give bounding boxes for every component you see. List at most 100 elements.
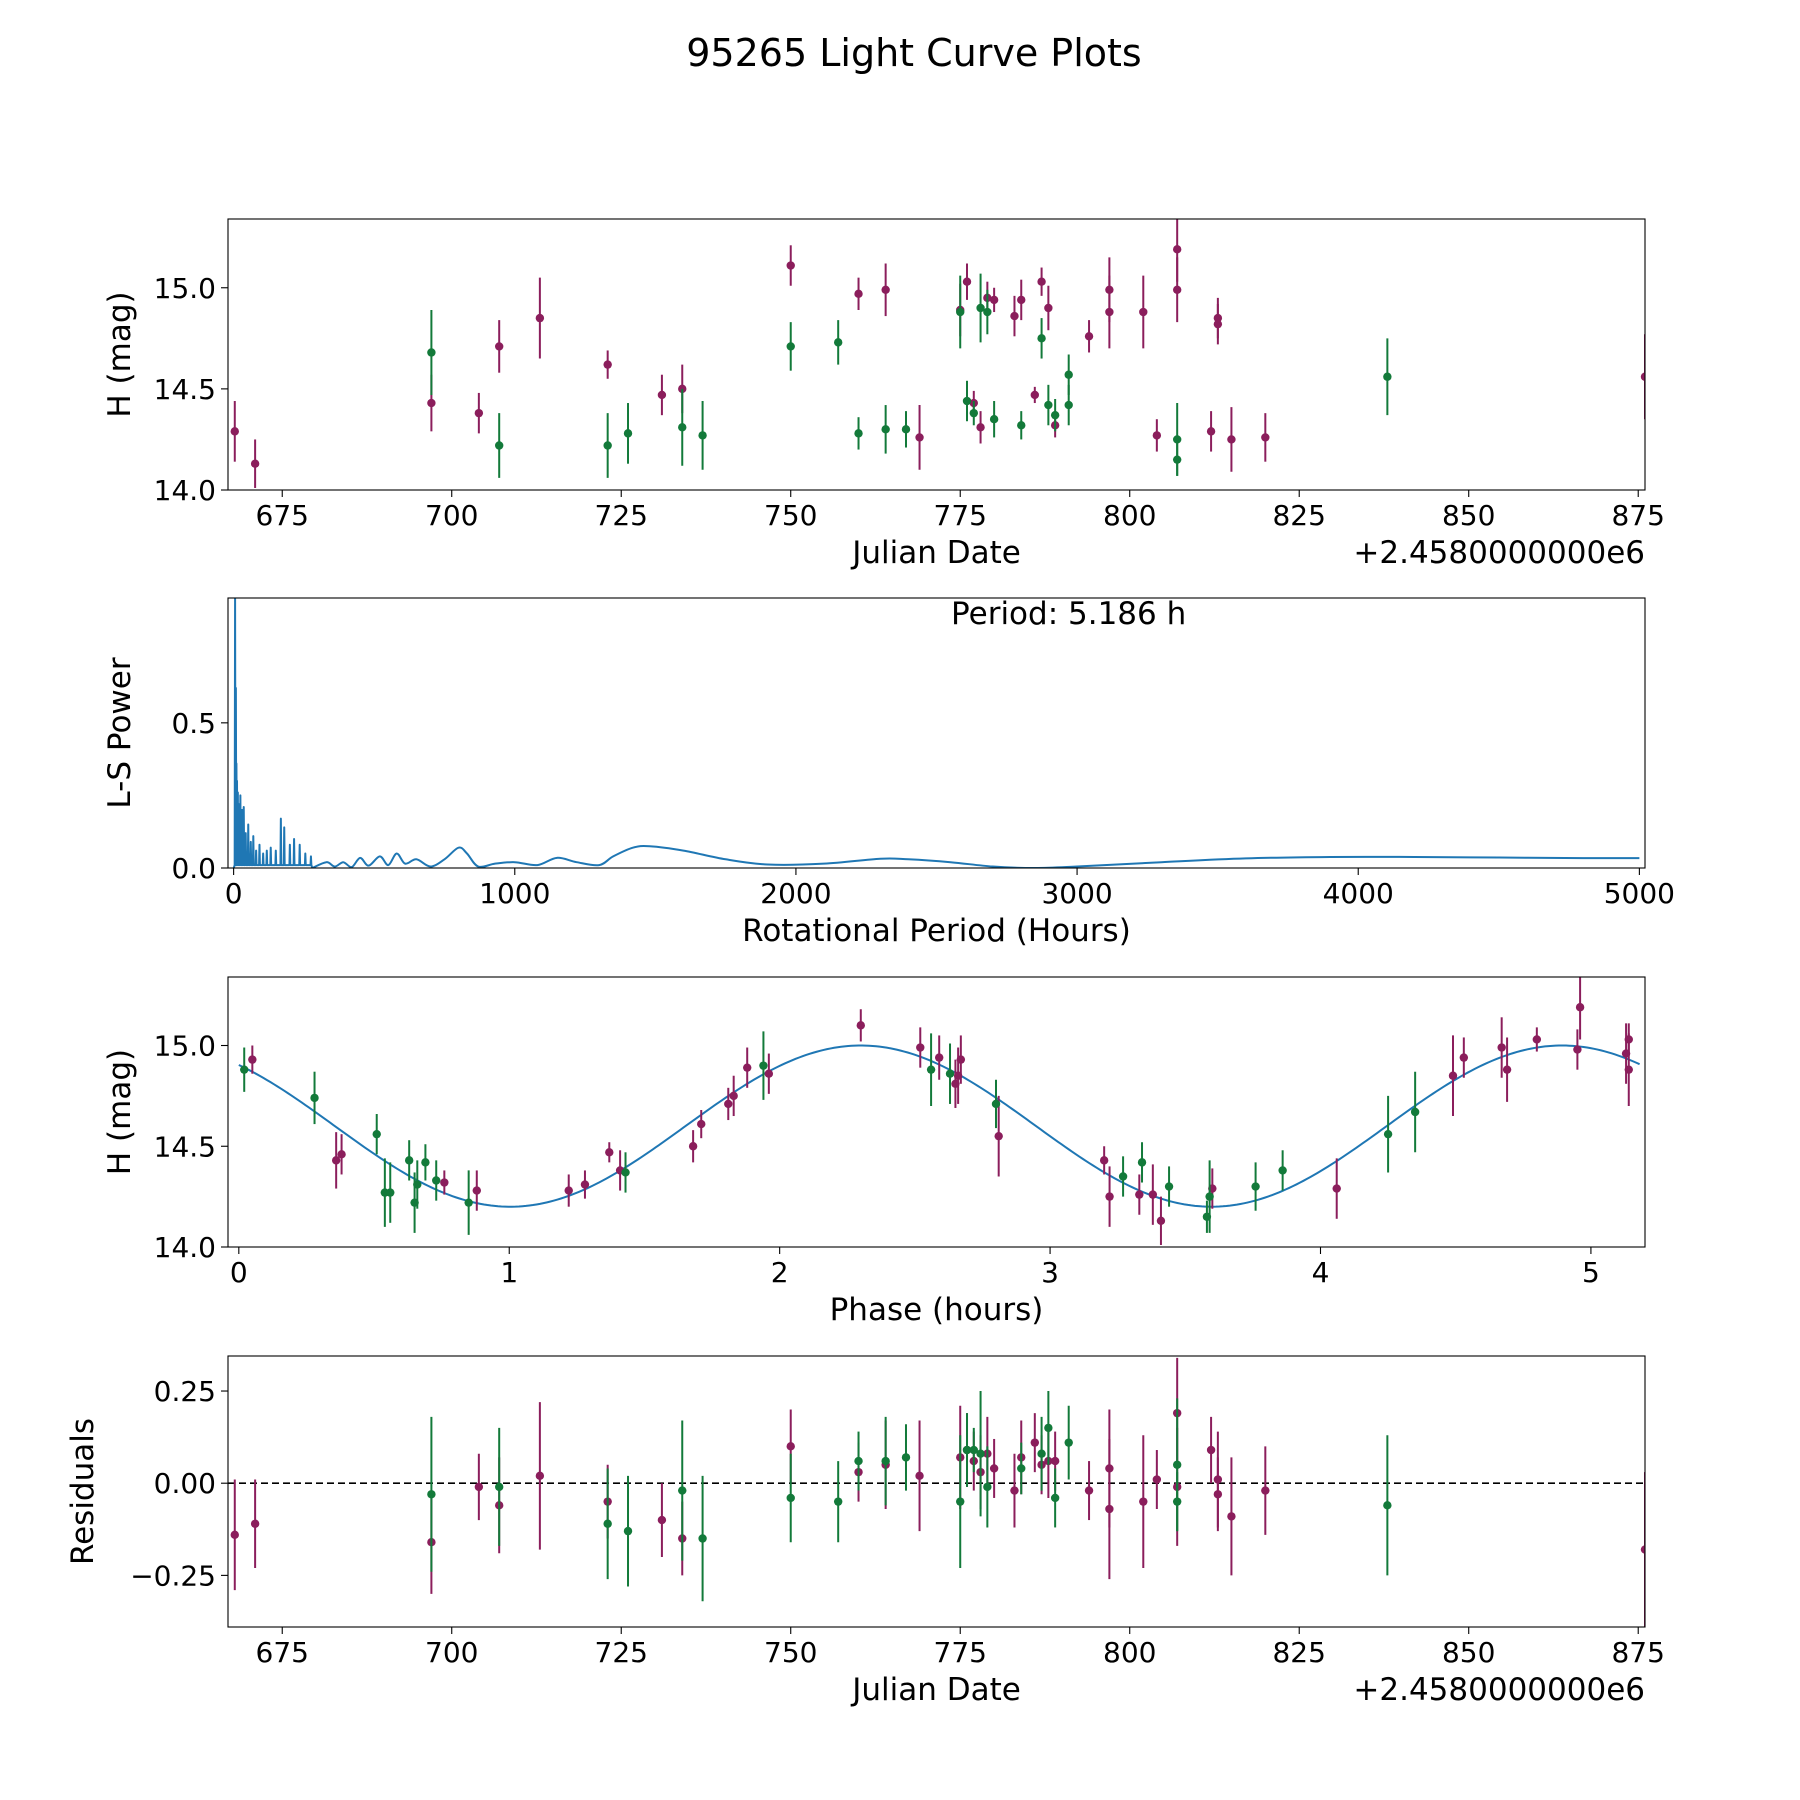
marker bbox=[1152, 431, 1162, 440]
x-tick-label: 4000 bbox=[1323, 877, 1394, 910]
marker bbox=[916, 1043, 925, 1052]
x-tick-label: 800 bbox=[1103, 499, 1156, 532]
data-point bbox=[1172, 1472, 1182, 1532]
data-point bbox=[1152, 1450, 1162, 1510]
marker bbox=[1010, 1486, 1019, 1495]
marker bbox=[240, 1065, 249, 1074]
data-point bbox=[1164, 1166, 1174, 1207]
marker bbox=[1044, 1423, 1053, 1433]
marker bbox=[1099, 1156, 1109, 1165]
marker bbox=[535, 1471, 545, 1481]
marker bbox=[678, 384, 687, 394]
data-point bbox=[1044, 285, 1053, 331]
y-tick-label: 15.0 bbox=[154, 1030, 216, 1063]
marker bbox=[248, 1055, 257, 1064]
marker bbox=[1261, 433, 1270, 442]
period-annotation: Period: 5.186 h bbox=[951, 596, 1186, 632]
data-point bbox=[1010, 1453, 1019, 1528]
x-tick-label: 875 bbox=[1611, 499, 1664, 532]
marker bbox=[724, 1099, 733, 1109]
data-point bbox=[1139, 275, 1148, 349]
marker bbox=[976, 303, 985, 313]
data-point bbox=[969, 401, 978, 426]
marker bbox=[962, 396, 972, 406]
marker bbox=[1261, 1486, 1270, 1495]
data-point bbox=[969, 1427, 978, 1473]
marker bbox=[1383, 1129, 1393, 1139]
x-tick-label: 850 bbox=[1442, 1636, 1495, 1669]
data-point bbox=[603, 413, 612, 478]
phased-curve-panel: 0 1 2 3 4 5 14.0 14.5 15.0 Phase (hours) H (mag) bbox=[102, 976, 1646, 1328]
data-point bbox=[386, 1162, 395, 1223]
y-tick-label: 15.0 bbox=[154, 272, 216, 305]
data-point bbox=[623, 1475, 633, 1587]
marker bbox=[1084, 1486, 1094, 1495]
x-tick-label: 5 bbox=[1582, 1256, 1600, 1289]
x-tick-label: 675 bbox=[256, 1636, 309, 1669]
y-axis-label: H (mag) bbox=[102, 291, 138, 417]
data-point bbox=[915, 405, 924, 470]
data-point bbox=[250, 439, 260, 488]
axes-frame bbox=[227, 976, 1646, 1248]
data-point bbox=[331, 1132, 341, 1189]
data-point bbox=[1383, 338, 1392, 416]
marker bbox=[881, 425, 890, 434]
marker bbox=[1030, 1438, 1040, 1447]
x-tick-label: 3000 bbox=[1041, 877, 1112, 910]
marker bbox=[1502, 1065, 1512, 1074]
marker bbox=[881, 285, 890, 294]
marker bbox=[427, 1490, 436, 1499]
series-filter-b bbox=[427, 273, 1392, 478]
data-point bbox=[1448, 1035, 1458, 1117]
x-axis-label: Rotational Period (Hours) bbox=[742, 913, 1131, 949]
data-point bbox=[1037, 267, 1046, 296]
data-point bbox=[1044, 384, 1053, 426]
data-point bbox=[854, 1431, 863, 1491]
marker bbox=[1332, 1184, 1341, 1193]
x-axis-label: Julian Date bbox=[850, 535, 1021, 571]
x-tick-label: 675 bbox=[256, 499, 309, 532]
y-tick-label: −0.25 bbox=[130, 1559, 216, 1592]
marker bbox=[1044, 303, 1053, 313]
data-point bbox=[1640, 1472, 1645, 1627]
marker bbox=[1227, 1512, 1236, 1521]
x-tick-label: 0 bbox=[230, 1256, 248, 1289]
data-point bbox=[1135, 1174, 1144, 1215]
data-point bbox=[240, 1047, 249, 1092]
marker bbox=[854, 289, 863, 299]
marker bbox=[1624, 1065, 1633, 1074]
marker bbox=[935, 1053, 944, 1062]
marker bbox=[413, 1180, 422, 1189]
marker bbox=[623, 1526, 633, 1536]
y-tick-label: 0.0 bbox=[171, 852, 216, 885]
data-point bbox=[833, 320, 843, 365]
marker bbox=[1575, 1003, 1585, 1012]
marker bbox=[786, 1442, 795, 1451]
marker bbox=[474, 1482, 484, 1492]
data-point bbox=[1037, 1416, 1046, 1491]
x-tick-label: 1000 bbox=[479, 877, 550, 910]
data-point bbox=[1030, 386, 1040, 404]
data-point bbox=[1227, 407, 1236, 472]
data-point bbox=[1532, 1027, 1542, 1052]
x-tick-label: 4 bbox=[1312, 1256, 1330, 1289]
marker bbox=[1050, 1456, 1060, 1466]
data-point bbox=[1497, 1017, 1506, 1078]
data-point bbox=[786, 245, 795, 286]
marker bbox=[1139, 1497, 1148, 1506]
data-point bbox=[956, 1035, 966, 1084]
marker bbox=[310, 1093, 319, 1103]
data-point bbox=[1156, 1196, 1166, 1245]
marker bbox=[976, 423, 985, 432]
data-point bbox=[1010, 295, 1019, 337]
marker bbox=[989, 1464, 999, 1473]
marker bbox=[564, 1186, 573, 1195]
data-point bbox=[759, 1031, 768, 1100]
marker bbox=[331, 1156, 341, 1165]
y-tick-label: 14.0 bbox=[154, 474, 216, 507]
data-point bbox=[901, 1424, 911, 1491]
data-point bbox=[427, 1416, 436, 1572]
marker bbox=[1156, 1216, 1166, 1226]
data-point bbox=[698, 401, 707, 470]
x-tick-label: 5000 bbox=[1604, 877, 1675, 910]
